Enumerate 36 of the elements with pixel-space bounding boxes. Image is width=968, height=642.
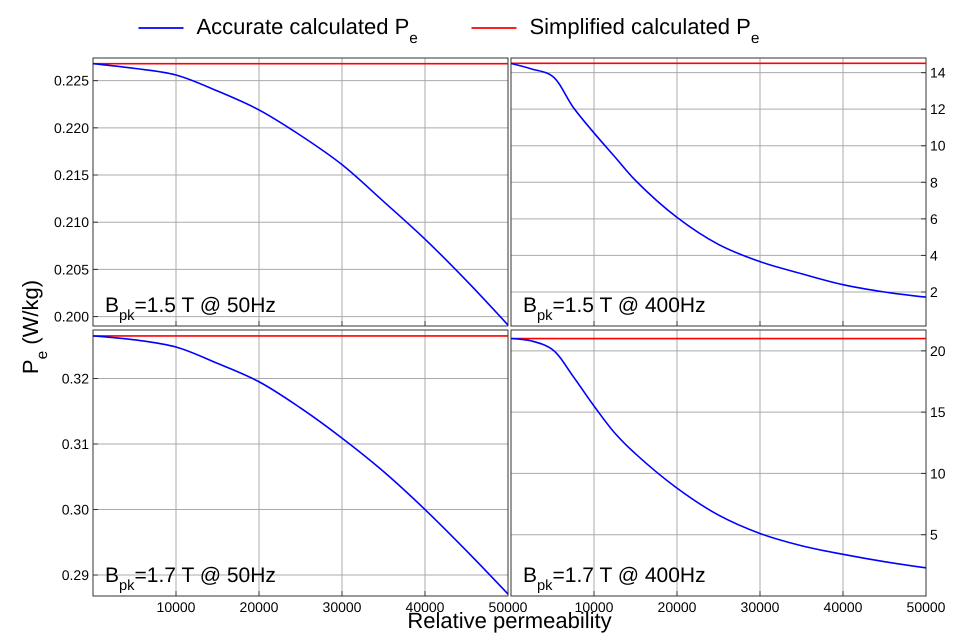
y-tick-label: 0.29	[62, 567, 90, 584]
y-tick-label: 0.210	[54, 214, 90, 230]
y-tick-label: 15	[930, 404, 946, 420]
annotation: B$_{pk}$=1.5 T @ 400Hz	[523, 294, 706, 324]
y-tick-label: 8	[930, 174, 938, 190]
y-tick-label: 12	[930, 101, 946, 118]
y-tick-label: 0.220	[54, 120, 90, 136]
x-tick-label: 30000	[740, 599, 780, 615]
y-tick-label: 5	[930, 526, 938, 543]
legend-label: Accurate calculated P$_{e}$	[196, 14, 418, 46]
y-tick-label: 0.31	[62, 436, 90, 452]
x-tick-label: 20000	[658, 599, 697, 615]
y-tick-label: 2	[930, 284, 938, 300]
x-tick-label: 50000	[906, 599, 946, 615]
y-tick-label: 20	[930, 342, 946, 359]
annotation: B$_{pk}$=1.5 T @ 50Hz	[105, 294, 276, 324]
y-tick-label: 0.225	[54, 72, 90, 89]
y-tick-label: 14	[930, 64, 946, 81]
x-tick-label: 40000	[824, 599, 863, 615]
y-tick-label: 0.32	[62, 370, 90, 386]
x-tick-label: 10000	[156, 599, 196, 615]
y-tick-label: 0.30	[62, 502, 90, 518]
y-tick-label: 0.205	[54, 261, 90, 278]
line-series	[93, 335, 508, 595]
annotation: B$_{pk}$=1.7 T @ 50Hz	[105, 564, 276, 594]
y-tick-label: 0.200	[54, 308, 90, 325]
y-tick-label: 10	[930, 138, 946, 154]
y-tick-label: 10	[930, 465, 946, 482]
y-tick-label: 6	[930, 210, 938, 227]
y-tick-label: 0.215	[54, 167, 90, 184]
x-tick-label: 30000	[322, 599, 362, 615]
legend-label: Simplified calculated P$_{e}$	[530, 14, 760, 46]
x-tick-label: 20000	[240, 599, 279, 615]
annotation: B$_{pk}$=1.7 T @ 400Hz	[523, 564, 706, 594]
x-tick-label: 50000	[488, 599, 528, 615]
y-tick-label: 4	[930, 247, 938, 264]
